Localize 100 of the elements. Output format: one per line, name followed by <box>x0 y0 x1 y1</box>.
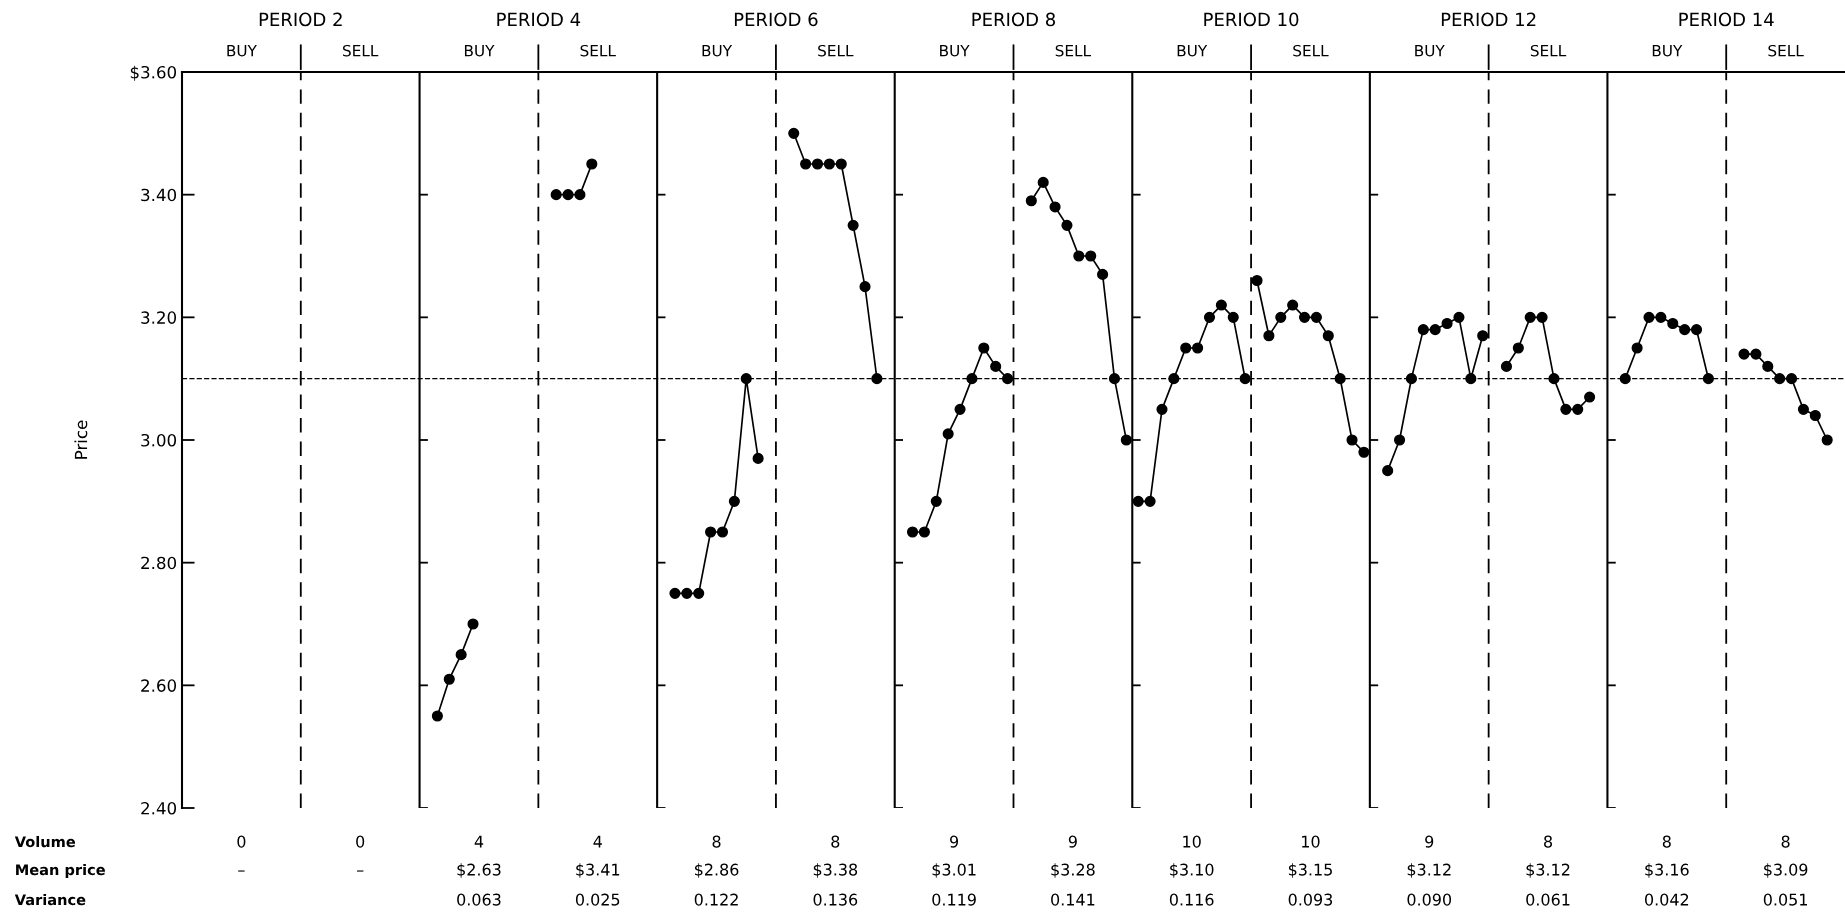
point <box>930 495 942 507</box>
text: PERIOD 2 <box>259 12 342 27</box>
text: $3.15 <box>1288 863 1332 878</box>
point <box>1797 403 1809 415</box>
y-tick-label: 2.60 <box>141 679 177 692</box>
text: BUY <box>702 45 733 57</box>
text: 4 <box>474 835 484 848</box>
point <box>942 428 954 440</box>
text: PERIOD 6 <box>734 12 818 27</box>
text: 10 <box>1302 835 1320 848</box>
text: SELL <box>580 44 616 57</box>
point <box>586 158 598 170</box>
text: PERIOD 10 <box>1204 12 1299 27</box>
point <box>1465 373 1477 385</box>
text: 0.119 <box>932 893 976 906</box>
text: 8 <box>1781 835 1790 848</box>
point <box>1358 446 1370 458</box>
point <box>1655 311 1667 323</box>
point <box>705 526 717 538</box>
text: SELL <box>1293 44 1329 57</box>
text: $3.09 <box>1764 863 1808 878</box>
point <box>1667 317 1679 330</box>
point <box>1809 409 1821 422</box>
text: 0.025 <box>575 893 620 906</box>
point <box>1263 330 1275 342</box>
point <box>1073 250 1085 262</box>
text: 0.141 <box>1051 893 1095 906</box>
point <box>455 649 467 661</box>
point <box>1536 311 1548 323</box>
point <box>788 127 800 139</box>
point <box>1417 324 1429 336</box>
text: PERIOD 12 <box>1441 12 1536 27</box>
text: BUY <box>1177 45 1208 57</box>
y-tick-label: 3.20 <box>141 311 177 324</box>
point <box>990 360 1002 372</box>
point <box>1156 403 1168 415</box>
text: Variance <box>14 893 86 906</box>
point <box>978 342 990 354</box>
point <box>918 526 930 538</box>
point <box>1441 317 1453 330</box>
point <box>1382 465 1394 477</box>
text: $3.41 <box>576 863 620 878</box>
text: 0.090 <box>1407 893 1452 906</box>
point <box>1215 299 1227 311</box>
point <box>574 189 586 201</box>
text: $3.01 <box>932 863 976 878</box>
text: PERIOD 14 <box>1679 12 1774 27</box>
point <box>716 526 729 538</box>
point <box>1168 373 1180 385</box>
point <box>443 673 455 685</box>
point <box>562 189 574 201</box>
point <box>1619 373 1631 385</box>
text: 0.116 <box>1169 893 1214 906</box>
point <box>1750 348 1762 360</box>
text: 8 <box>712 835 721 848</box>
point <box>1192 342 1204 354</box>
y-tick-label: $3.60 <box>130 65 177 81</box>
point <box>859 281 871 293</box>
text: 0.051 <box>1763 893 1807 906</box>
point <box>1584 391 1596 403</box>
point <box>1108 373 1121 385</box>
text: 0.122 <box>694 893 738 906</box>
text: SELL <box>1530 44 1567 57</box>
point <box>693 587 705 599</box>
text: SELL <box>1055 44 1091 57</box>
point <box>954 403 966 415</box>
point <box>1287 299 1299 311</box>
point <box>1738 348 1750 360</box>
point <box>1702 373 1714 385</box>
point <box>431 710 443 722</box>
text: 9 <box>1068 835 1077 848</box>
point <box>966 373 978 385</box>
text: $3.12 <box>1407 863 1451 878</box>
text: PERIOD 4 <box>497 12 581 27</box>
text: $2.63 <box>457 863 501 878</box>
point <box>1322 330 1334 342</box>
point <box>1512 342 1524 354</box>
point <box>1298 311 1311 323</box>
point <box>1821 434 1833 446</box>
text: 0.093 <box>1288 893 1333 906</box>
text: Volume <box>14 835 76 848</box>
point <box>1774 373 1786 385</box>
point <box>1180 342 1192 354</box>
point <box>1679 324 1691 336</box>
text: Mean price <box>16 863 105 879</box>
text: 0.042 <box>1645 893 1689 906</box>
point <box>1061 219 1073 231</box>
text: SELL <box>343 44 379 57</box>
point <box>1346 434 1358 446</box>
text: BUY <box>227 45 257 57</box>
point <box>1572 403 1584 415</box>
point <box>1310 311 1322 323</box>
point <box>1251 274 1263 287</box>
text: – <box>356 870 364 872</box>
point <box>1002 373 1014 385</box>
text: 0.136 <box>813 893 858 906</box>
point <box>728 495 740 507</box>
text: 8 <box>1662 835 1671 848</box>
point <box>1203 311 1216 323</box>
point <box>1405 373 1417 385</box>
